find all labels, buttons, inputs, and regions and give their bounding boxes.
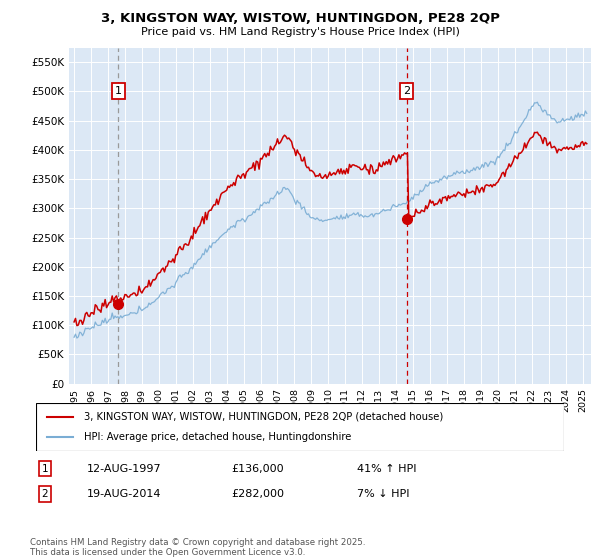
Text: 2: 2	[403, 86, 410, 96]
Text: 1: 1	[115, 86, 122, 96]
Text: 7% ↓ HPI: 7% ↓ HPI	[357, 489, 409, 499]
Text: Price paid vs. HM Land Registry's House Price Index (HPI): Price paid vs. HM Land Registry's House …	[140, 27, 460, 37]
Text: 3, KINGSTON WAY, WISTOW, HUNTINGDON, PE28 2QP: 3, KINGSTON WAY, WISTOW, HUNTINGDON, PE2…	[101, 12, 499, 25]
Text: 2: 2	[41, 489, 49, 499]
Text: Contains HM Land Registry data © Crown copyright and database right 2025.
This d: Contains HM Land Registry data © Crown c…	[30, 538, 365, 557]
FancyBboxPatch shape	[36, 403, 564, 451]
Text: £136,000: £136,000	[231, 464, 284, 474]
Text: £282,000: £282,000	[231, 489, 284, 499]
Text: HPI: Average price, detached house, Huntingdonshire: HPI: Average price, detached house, Hunt…	[83, 432, 351, 442]
Text: 1: 1	[41, 464, 49, 474]
Text: 19-AUG-2014: 19-AUG-2014	[87, 489, 161, 499]
Text: 12-AUG-1997: 12-AUG-1997	[87, 464, 161, 474]
Text: 41% ↑ HPI: 41% ↑ HPI	[357, 464, 416, 474]
Text: 3, KINGSTON WAY, WISTOW, HUNTINGDON, PE28 2QP (detached house): 3, KINGSTON WAY, WISTOW, HUNTINGDON, PE2…	[83, 412, 443, 422]
